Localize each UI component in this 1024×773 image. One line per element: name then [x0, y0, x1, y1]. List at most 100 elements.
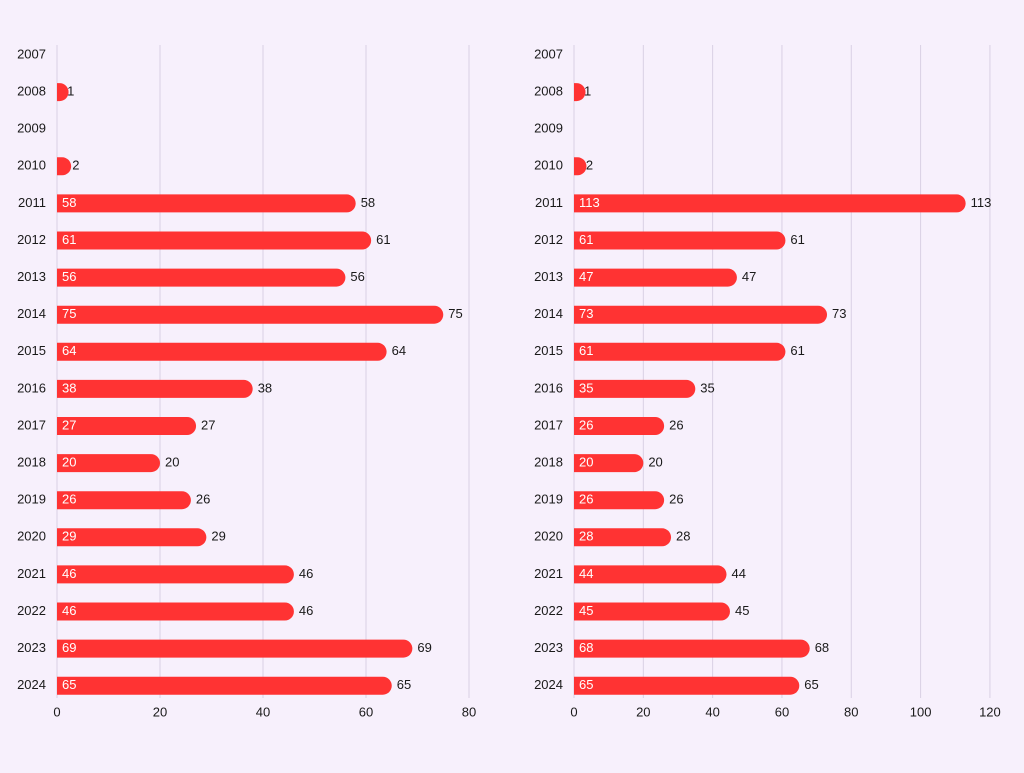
y-tick-label: 2016 [534, 380, 563, 395]
bar [57, 379, 253, 398]
y-tick-label: 2009 [17, 121, 46, 136]
bar-inner-label: 47 [579, 269, 593, 284]
bar [57, 83, 69, 102]
y-tick-label: 2014 [534, 306, 563, 321]
bar [57, 305, 444, 324]
bar-value-label: 2 [586, 158, 593, 173]
bar [574, 528, 672, 547]
bar-value-label: 61 [790, 343, 804, 358]
y-tick-label: 2010 [17, 158, 46, 173]
bar-value-label: 68 [815, 640, 829, 655]
bar-value-label: 20 [648, 455, 662, 470]
y-tick-label: 2008 [534, 84, 563, 99]
bar-value-label: 1 [67, 84, 74, 99]
bar-value-label: 64 [392, 343, 406, 358]
y-tick-label: 2011 [18, 195, 46, 210]
bar-inner-label: 61 [579, 343, 593, 358]
bar-inner-label: 69 [62, 640, 76, 655]
bar [574, 231, 786, 250]
y-tick-label: 2014 [17, 306, 46, 321]
bar-inner-label: 61 [62, 232, 76, 247]
y-tick-label: 2008 [17, 84, 46, 99]
bar-inner-label: 44 [579, 566, 593, 581]
y-tick-label: 2012 [17, 232, 46, 247]
y-tick-label: 2007 [17, 46, 46, 61]
bar-value-label: 44 [732, 566, 746, 581]
bar-value-label: 65 [804, 677, 818, 692]
y-tick-label: 2024 [17, 677, 46, 692]
y-tick-label: 2011 [535, 195, 563, 210]
bar [57, 602, 294, 621]
bar-value-label: 38 [258, 380, 272, 395]
bar [574, 268, 737, 287]
bar [574, 602, 730, 621]
y-tick-label: 2022 [17, 603, 46, 618]
bar [57, 157, 72, 176]
y-tick-label: 2017 [17, 417, 46, 432]
bar-value-label: 26 [669, 492, 683, 507]
bar-inner-label: 68 [579, 640, 593, 655]
y-tick-label: 2007 [534, 46, 563, 61]
bar-inner-label: 73 [579, 306, 593, 321]
bar-inner-label: 45 [579, 603, 593, 618]
bar-value-label: 46 [299, 566, 313, 581]
y-tick-label: 2016 [17, 380, 46, 395]
bar-value-label: 26 [196, 492, 210, 507]
bar [57, 639, 413, 658]
bar [574, 194, 966, 213]
x-tick-label: 0 [570, 704, 577, 719]
bar [574, 676, 800, 695]
y-tick-label: 2022 [534, 603, 563, 618]
bar-inner-label: 61 [579, 232, 593, 247]
x-tick-label: 120 [979, 704, 1001, 719]
bar [57, 417, 197, 435]
bar [57, 491, 191, 510]
bar-inner-label: 26 [579, 417, 593, 432]
bar-inner-label: 65 [579, 677, 593, 692]
bar-value-label: 27 [201, 417, 215, 432]
bar-inner-label: 35 [579, 380, 593, 395]
bar-value-label: 61 [790, 232, 804, 247]
bar [574, 342, 786, 361]
y-tick-label: 2013 [17, 269, 46, 284]
bar-value-label: 73 [832, 306, 846, 321]
bar [574, 83, 586, 102]
bar-value-label: 46 [299, 603, 313, 618]
bar [57, 454, 160, 473]
y-tick-label: 2013 [534, 269, 563, 284]
bar-value-label: 47 [742, 269, 756, 284]
bar-value-label: 58 [361, 195, 375, 210]
y-tick-label: 2020 [534, 529, 563, 544]
y-tick-label: 2019 [534, 492, 563, 507]
bar-inner-label: 58 [62, 195, 76, 210]
chart-panel-right: 0 20 40 60 80 100 120 2007 2008 1 2009 2010 2 2011 113… [534, 45, 1001, 719]
bar-value-label: 20 [165, 455, 179, 470]
bar-inner-label: 20 [579, 455, 593, 470]
bar-inner-label: 65 [62, 677, 76, 692]
y-tick-label: 2018 [17, 455, 46, 470]
y-tick-label: 2019 [17, 492, 46, 507]
bar-inner-label: 29 [62, 529, 76, 544]
chart-panel-left: 0 20 40 60 80 2007 2008 1 2009 2010 2 2011 58 58 2012 6… [17, 45, 476, 719]
y-tick-label: 2012 [534, 232, 563, 247]
bar [57, 528, 207, 547]
x-tick-label: 80 [462, 704, 476, 719]
bar-value-label: 69 [417, 640, 431, 655]
bar-inner-label: 20 [62, 455, 76, 470]
x-tick-label: 40 [256, 704, 270, 719]
bar-value-label: 35 [700, 380, 714, 395]
y-tick-label: 2024 [534, 677, 563, 692]
bar-inner-label: 64 [62, 343, 76, 358]
bar-value-label: 28 [676, 529, 690, 544]
bar-value-label: 1 [584, 84, 591, 99]
x-tick-label: 40 [705, 704, 719, 719]
y-tick-label: 2023 [534, 640, 563, 655]
x-tick-label: 20 [636, 704, 650, 719]
x-tick-label: 60 [359, 704, 373, 719]
bar [57, 565, 294, 584]
y-tick-label: 2015 [17, 343, 46, 358]
y-tick-label: 2009 [534, 121, 563, 136]
y-tick-label: 2021 [534, 566, 563, 581]
x-tick-label: 60 [775, 704, 789, 719]
